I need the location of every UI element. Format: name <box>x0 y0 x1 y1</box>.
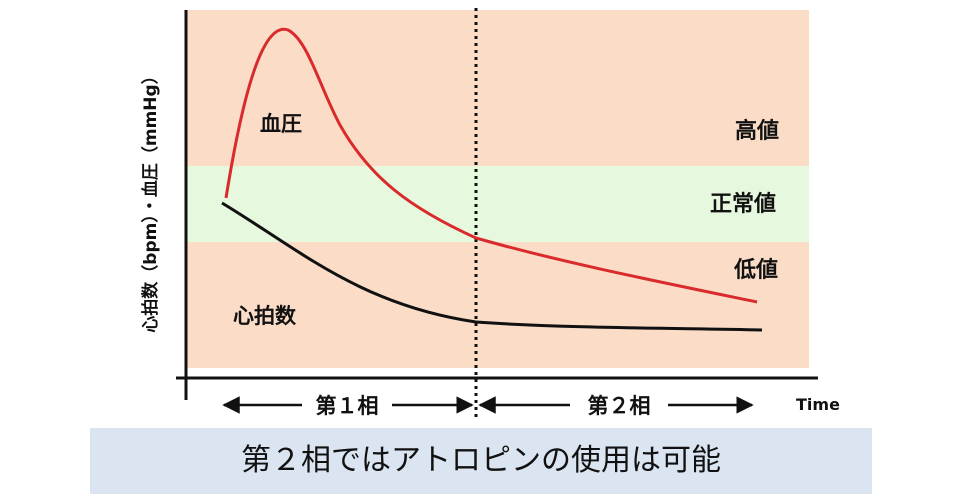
curve-label-blood-pressure: 血圧 <box>260 112 302 136</box>
zone-label-low: 低値 <box>733 258 778 283</box>
heart-rate-curve <box>221 201 763 332</box>
zone-high <box>186 10 809 166</box>
caption-text: 第２相ではアトロピンの使用は可能 <box>241 443 721 478</box>
zone-low <box>186 242 809 368</box>
phase-label-2: 第２相 <box>588 394 651 418</box>
x-axis-label: Time <box>796 395 840 414</box>
zone-normal <box>186 166 809 242</box>
curve-label-heart-rate: 心拍数 <box>233 304 297 328</box>
phase-label-1: 第１相 <box>316 394 379 418</box>
blood-pressure-curve <box>224 27 758 304</box>
zone-label-normal: 正常値 <box>710 191 776 217</box>
caption-bar: 第２相ではアトロピンの使用は可能 <box>90 428 872 494</box>
zone-label-high: 高値 <box>735 118 779 144</box>
y-axis-label: 心拍数（bpm）・血圧（mmHg） <box>140 67 161 332</box>
